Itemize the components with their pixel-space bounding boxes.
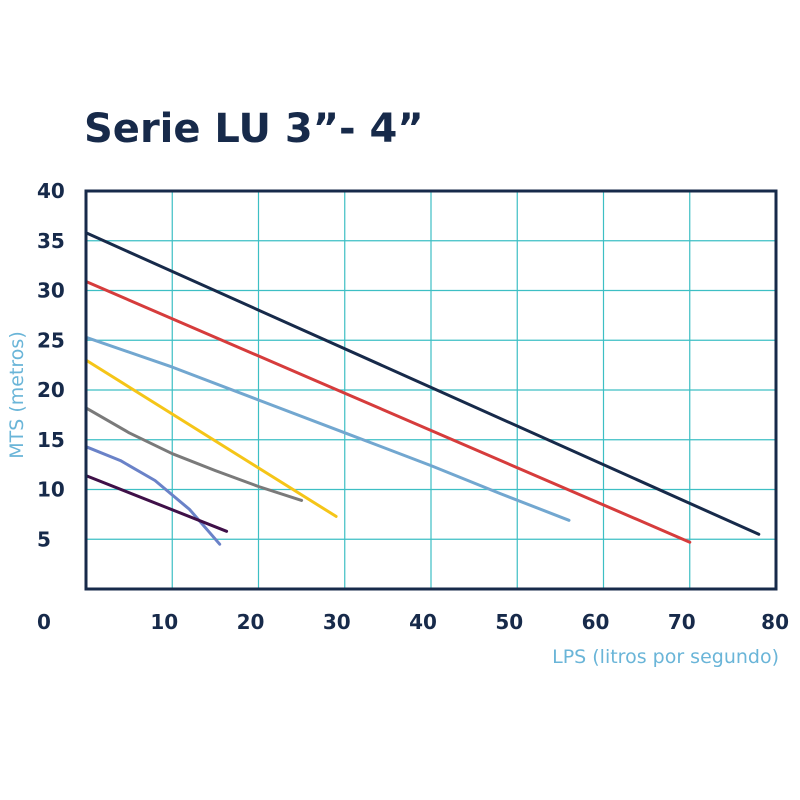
x-tick-label: 30 (323, 610, 351, 634)
x-tick-label: 20 (237, 610, 265, 634)
series-line (84, 358, 338, 518)
x-axis-label: LPS (litros por segundo) (552, 646, 779, 668)
y-tick-label: 15 (37, 428, 65, 452)
series-line (84, 280, 692, 544)
x-tick-label: 40 (409, 610, 437, 634)
y-tick-label: 40 (37, 179, 65, 203)
x-tick-label: 80 (761, 610, 789, 634)
y-tick-label: 20 (37, 378, 65, 402)
y-tick-label: 25 (37, 328, 65, 352)
x-tick-label: 0 (37, 610, 51, 634)
grid (86, 191, 776, 589)
y-axis-label: MTS (metros) (6, 331, 28, 459)
x-tick-labels: 0 10 20 30 40 50 60 70 80 (37, 610, 789, 634)
series-line (84, 474, 229, 533)
x-tick-label: 10 (150, 610, 178, 634)
x-tick-label: 50 (495, 610, 523, 634)
x-tick-label: 70 (668, 610, 696, 634)
y-tick-labels: 5 10 15 20 25 30 35 40 (37, 179, 65, 551)
plot-frame (84, 189, 778, 591)
x-tick-label: 60 (582, 610, 610, 634)
y-tick-label: 5 (37, 527, 51, 551)
y-tick-label: 10 (37, 478, 65, 502)
series-line (84, 335, 571, 522)
series-line (84, 231, 761, 536)
y-tick-label: 35 (37, 229, 65, 253)
series-line (84, 406, 304, 502)
y-tick-label: 30 (37, 279, 65, 303)
series-lines (84, 231, 761, 546)
chart-title: Serie LU 3”- 4” (84, 106, 424, 152)
series-line (84, 445, 222, 546)
